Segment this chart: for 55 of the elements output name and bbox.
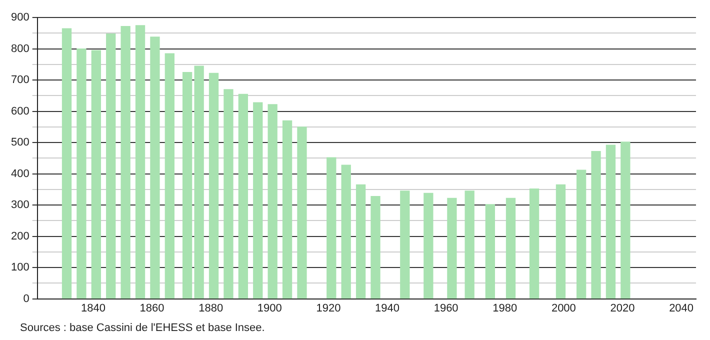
bar xyxy=(464,190,474,299)
bar xyxy=(356,184,366,299)
bar xyxy=(224,89,234,299)
y-tick-label: 400 xyxy=(10,168,30,180)
bar xyxy=(76,48,86,299)
bar xyxy=(591,150,601,299)
bar xyxy=(326,157,336,299)
bar xyxy=(91,50,101,299)
y-tick-label: 800 xyxy=(10,42,30,55)
x-tick-label: 1840 xyxy=(80,302,106,314)
bar xyxy=(106,34,116,299)
y-tick-label: 600 xyxy=(10,105,30,118)
bar xyxy=(208,72,219,299)
bar xyxy=(447,198,457,299)
bar xyxy=(297,126,307,299)
bar xyxy=(135,25,146,299)
bar xyxy=(620,142,630,299)
source-note: Sources : base Cassini de l'EHESS et base Insee. xyxy=(20,322,266,334)
bar xyxy=(556,184,566,299)
bar xyxy=(400,190,410,299)
bar xyxy=(238,94,248,299)
bar xyxy=(529,188,540,299)
bar xyxy=(424,192,434,299)
bar xyxy=(576,170,586,299)
y-tick-label: 500 xyxy=(10,136,30,149)
x-tick-label: 1940 xyxy=(375,302,400,314)
bar xyxy=(150,36,160,299)
x-tick-label: 2040 xyxy=(669,302,694,314)
bar xyxy=(370,196,380,299)
y-tick-label: 100 xyxy=(10,262,30,274)
bar xyxy=(62,28,72,299)
y-tick-label: 300 xyxy=(10,199,30,212)
x-tick-label: 1960 xyxy=(434,302,458,314)
y-tick-label: 0 xyxy=(23,292,30,305)
bar xyxy=(268,104,278,299)
bar xyxy=(506,198,516,299)
x-tick-label: 1860 xyxy=(140,302,164,314)
bar xyxy=(194,66,204,299)
x-tick-label: 1980 xyxy=(492,302,518,314)
x-tick-label: 2000 xyxy=(551,302,576,314)
bar xyxy=(341,164,351,299)
x-tick-label: 1920 xyxy=(316,302,341,314)
bar xyxy=(485,204,496,299)
y-tick-label: 700 xyxy=(10,74,30,86)
bar xyxy=(606,144,616,299)
y-tick-label: 900 xyxy=(10,12,30,24)
bar xyxy=(182,72,192,299)
x-tick-label: 1880 xyxy=(198,302,224,314)
bar xyxy=(164,53,174,299)
x-tick-label: 2020 xyxy=(610,302,635,314)
bar xyxy=(120,26,130,299)
y-tick-label: 200 xyxy=(10,230,30,242)
x-tick-label: 1900 xyxy=(257,302,282,314)
bar xyxy=(282,120,292,299)
bar xyxy=(253,102,263,299)
